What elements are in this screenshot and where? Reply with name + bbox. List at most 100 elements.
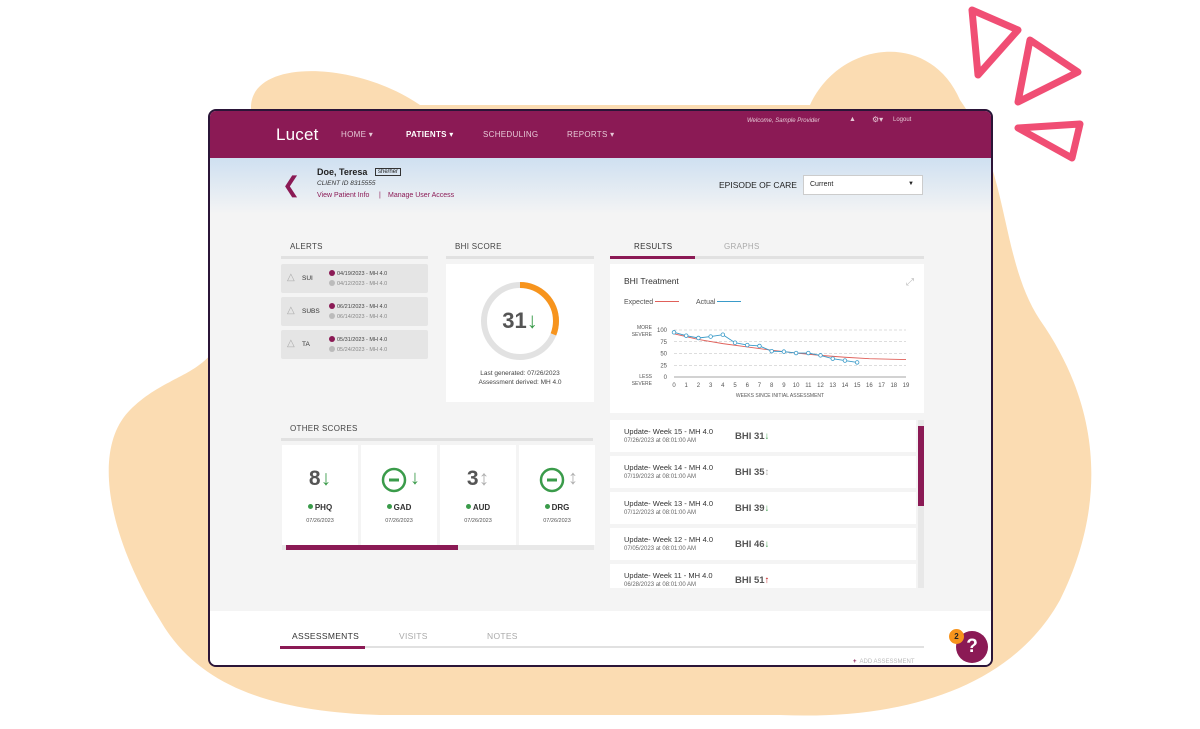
x-tick-label: 17 [878,383,885,389]
actual-data-point [708,334,713,339]
score-card-aud[interactable]: 3↕ AUD 07/26/2023 [440,445,516,545]
last-generated: Last generated: 07/26/2023 [480,370,560,377]
score-card-phq[interactable]: 8↓ PHQ 07/26/2023 [282,445,358,545]
check-icon [329,270,335,276]
manage-user-access-link[interactable]: Manage User Access [388,192,455,199]
result-score: BHI 51↑ [735,575,769,586]
help-notification-badge: 2 [949,629,964,644]
alert-current-text: 04/19/2023 - MH 4.0 [337,271,388,277]
result-row[interactable]: Update- Week 14 - MH 4.0 07/19/2023 at 0… [610,456,916,488]
alert-name: SUI [302,275,313,282]
tab-visits[interactable]: VISITS [399,631,428,641]
expand-icon[interactable]: ⤢ [906,277,914,288]
score-name-text: DRG [551,503,570,512]
results-scrollbar[interactable] [918,420,924,588]
alert-row-sui[interactable]: △ SUI 04/19/2023 - MH 4.0 04/12/2023 - M… [281,264,428,293]
score-name: PHQ [282,503,358,512]
alert-current-text: 06/21/2023 - MH 4.0 [337,304,388,310]
gear-icon[interactable]: ⚙▾ [872,115,884,124]
plus-icon: + [853,659,857,665]
actual-data-point [745,342,750,348]
tab-notes[interactable]: NOTES [487,631,518,641]
tab-assessments[interactable]: ASSESSMENTS [292,631,360,641]
result-row[interactable]: Update- Week 12 - MH 4.0 07/05/2023 at 0… [610,528,916,560]
actual-data-point [793,350,799,356]
y-axis-label-top: MORE [637,325,653,331]
result-date: 07/19/2023 at 08:01:00 AM [624,474,697,480]
legend-actual: Actual [696,299,742,306]
episode-of-care-select[interactable]: Current ▼ [803,175,923,195]
actual-data-point [830,356,835,361]
nav-scheduling[interactable]: SCHEDULING [483,130,539,139]
other-scores-scrollbar[interactable] [282,545,594,550]
x-tick-label: 14 [842,383,849,389]
x-tick-label: 7 [758,383,762,389]
x-tick-label: 19 [903,383,910,389]
result-score: BHI 39↓ [735,503,769,514]
help-button[interactable]: ? [956,631,988,663]
score-card-drg[interactable]: ↕ DRG 07/26/2023 [519,445,595,545]
alert-row-subs[interactable]: △ SUBS 06/21/2023 - MH 4.0 06/14/2023 - … [281,297,428,326]
result-title: Update- Week 12 - MH 4.0 [624,535,714,544]
decorative-pink-marks [968,6,1084,162]
lucet-logo[interactable]: Lucet [276,125,319,144]
warning-icon: △ [287,272,295,283]
other-scores-divider [281,438,593,441]
score-name-text: AUD [472,503,491,512]
other-scores-scroll-thumb[interactable] [286,545,458,550]
alert-name: TA [302,341,310,348]
x-tick-label: 13 [829,383,836,389]
tab-results-indicator [610,256,695,259]
x-tick-label: 12 [817,383,824,389]
trend-down-icon: ↓ [764,503,770,514]
score-number: 8 [308,467,321,490]
result-title: Update- Week 14 - MH 4.0 [624,463,714,472]
status-dot-icon [386,504,392,509]
bell-icon[interactable]: ▲ [849,116,856,123]
back-chevron-icon[interactable]: ❮ [282,172,301,197]
assessment-derived: Assessment derived: MH 4.0 [478,379,562,386]
logout-link[interactable]: Logout [893,117,912,123]
actual-data-point [732,340,738,345]
x-tick-label: 6 [746,383,750,389]
add-assessment-button[interactable]: + ADD ASSESSMENT [853,659,915,665]
view-patient-info-link[interactable]: View Patient Info [317,192,370,199]
x-tick-label: 16 [866,383,873,389]
trend-down-icon: ↓ [764,431,770,442]
result-score: BHI 31↓ [735,431,769,442]
result-title: Update- Week 15 - MH 4.0 [624,427,714,436]
tab-graphs[interactable]: GRAPHS [724,242,760,251]
x-tick-label: 5 [733,383,737,389]
x-tick-label: 15 [854,383,861,389]
link-separator: | [379,192,381,199]
result-row[interactable]: Update- Week 13 - MH 4.0 07/12/2023 at 0… [610,492,916,524]
score-name-text: GAD [393,503,412,512]
result-row[interactable]: Update- Week 15 - MH 4.0 07/26/2023 at 0… [610,420,916,452]
bhi-treatment-chart-card: BHI Treatment ⤢ Expected Actual 100 75 50 2… [610,264,924,413]
result-row[interactable]: Update- Week 11 - MH 4.0 06/28/2023 at 0… [610,564,916,588]
client-id: CLIENT ID 8315555 [317,180,376,187]
nav-home[interactable]: HOME ▾ [341,130,374,139]
nav-patients[interactable]: PATIENTS ▾ [406,130,454,139]
x-tick-label: 9 [782,383,786,389]
score-value: 8↓ [282,467,358,491]
score-card-gad[interactable]: ↓ GAD 07/26/2023 [361,445,437,545]
result-score-text: BHI 39 [735,503,765,514]
result-title: Update- Week 13 - MH 4.0 [624,499,714,508]
nav-reports[interactable]: REPORTS ▾ [567,130,615,139]
bhi-score-number: 31 [502,308,527,333]
score-name: AUD [440,503,516,512]
actual-data-point [818,353,823,358]
x-tick-label: 18 [890,383,897,389]
y-tick-label: 50 [660,352,667,358]
y-axis-label-bottom: LESS [639,374,652,380]
alert-current-text: 05/31/2023 - MH 4.0 [337,337,388,343]
actual-data-point [769,348,774,354]
tab-results[interactable]: RESULTS [634,242,673,251]
y-tick-label: 75 [660,340,667,346]
legend-expected-label: Expected [624,299,654,306]
results-scroll-thumb[interactable] [918,426,924,506]
alert-row-ta[interactable]: △ TA 05/31/2023 - MH 4.0 05/24/2023 - MH… [281,330,428,359]
minus-circle-icon [539,467,565,493]
score-number: 3 [466,467,479,490]
